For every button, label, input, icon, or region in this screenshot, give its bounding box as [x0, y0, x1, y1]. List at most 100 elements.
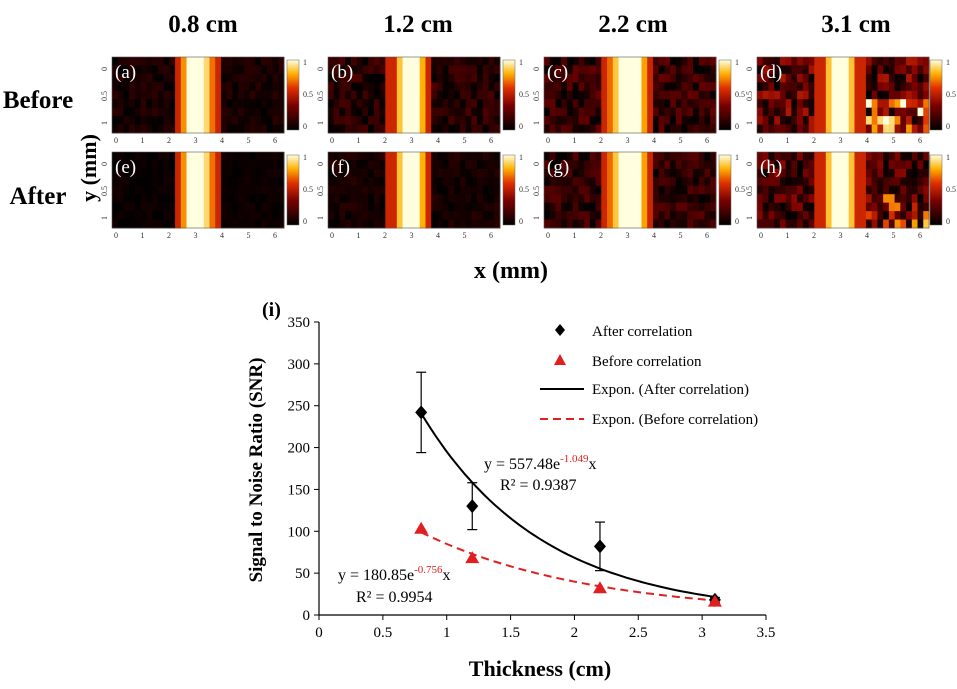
heatmap-cell [350, 124, 358, 134]
heatmap-cell [774, 116, 781, 125]
colorbar-tick-label: 1 [735, 153, 739, 162]
heatmap-cell [391, 65, 398, 75]
heatmap-cell [255, 168, 262, 178]
heatmap-cell [658, 185, 665, 195]
heatmap-cell [704, 65, 711, 75]
heatmap-cell [448, 152, 455, 161]
heatmap-cell [362, 160, 369, 170]
heatmap-cell [698, 160, 705, 170]
heatmap-cell [595, 185, 602, 195]
heatmap-cell [843, 211, 850, 220]
heatmap-cell [278, 107, 285, 117]
heatmap-cell [865, 107, 873, 117]
heatmap-cell [555, 90, 562, 100]
heatmap-cell [169, 194, 176, 204]
heatmap-cell [350, 65, 358, 75]
heatmap-cell [482, 160, 489, 170]
heatmap-cell [454, 82, 461, 92]
heatmap-cell [911, 65, 918, 75]
colorbar-tick-label: 0.5 [946, 90, 956, 99]
heatmap-cell [192, 177, 199, 187]
heatmap-cell [345, 73, 352, 83]
heatmap-cell [825, 116, 832, 125]
x-tick-label: 5 [463, 136, 467, 145]
heatmap-cell [385, 124, 392, 134]
heatmap-cell [482, 57, 489, 66]
heatmap-cell [854, 82, 861, 92]
heatmap-cell [652, 160, 660, 170]
heatmap-cell [226, 211, 233, 220]
heatmap-cell [232, 99, 239, 109]
heatmap-cell [140, 185, 147, 195]
heatmap-cell [572, 211, 579, 220]
heatmap-cell [169, 211, 176, 220]
colorbar [502, 154, 516, 226]
heatmap-cell [601, 99, 608, 109]
heatmap-cell [494, 177, 501, 187]
heatmap-cell [820, 124, 827, 134]
heatmap-cell [911, 185, 918, 195]
heatmap-cell [414, 116, 421, 125]
heatmap-cell [454, 194, 461, 204]
heatmap-cell [779, 194, 787, 204]
heatmap-cell [584, 124, 591, 134]
heatmap-cell [757, 65, 764, 75]
heatmap-cell [578, 99, 585, 109]
heatmap-cell [169, 219, 176, 229]
y-tick-label: 1 [532, 121, 541, 125]
heatmap-cell [601, 168, 608, 178]
heatmap-cell [477, 124, 484, 134]
heatmap-cell [402, 116, 409, 125]
heatmap-cell [494, 168, 501, 178]
heatmap-cell [385, 65, 392, 75]
heatmap-cell [710, 194, 717, 204]
heatmap-cell [704, 160, 711, 170]
heatmap-cell [465, 152, 472, 161]
heatmap-cell [589, 82, 596, 92]
heatmap-cell [698, 99, 705, 109]
heatmap-cell [180, 202, 187, 212]
heatmap-cell [465, 160, 472, 170]
heatmap-cell [601, 107, 608, 117]
heatmap-cell [362, 124, 369, 134]
heatmap-cell [785, 107, 792, 117]
heatmap-cell [900, 116, 907, 125]
heatmap-cell [198, 73, 205, 83]
heatmap-cell [762, 177, 769, 187]
heatmap-cell [333, 168, 340, 178]
heatmap-cell [670, 194, 677, 204]
x-tick-label: 1 [573, 231, 577, 240]
heatmap-cell [117, 124, 124, 134]
heatmap-cell [477, 219, 484, 229]
y-tick-label: 0.5 [532, 91, 541, 101]
heatmap-cell [203, 177, 210, 187]
heatmap-cell [601, 160, 608, 170]
heatmap-cell [442, 107, 449, 117]
heatmap-cell [192, 168, 199, 178]
heatmap-cell [906, 152, 913, 161]
heatmap-cell [681, 219, 688, 229]
y-tick-label: 1 [532, 216, 541, 220]
heatmap-cell [203, 99, 210, 109]
heatmap-cell [768, 211, 775, 220]
heatmap-cell [442, 202, 449, 212]
heatmap-cell [831, 107, 838, 117]
heatmap-cell [555, 124, 562, 134]
heatmap-cell [825, 82, 832, 92]
heatmap-cell [220, 177, 228, 187]
heatmap-cell [442, 90, 449, 100]
heatmap-cell [243, 116, 250, 125]
heatmap-cell [373, 152, 380, 161]
heatmap-cell [186, 116, 193, 125]
heatmap-cell [402, 152, 409, 161]
heatmap-cell [797, 82, 804, 92]
heatmap-cell [123, 82, 130, 92]
heatmap-panel: (g)00.510 1 2 3 4 5 610.50 [532, 151, 745, 240]
heatmap-cell [431, 202, 438, 212]
data-point-after [415, 405, 428, 420]
heatmap-cell [814, 202, 821, 212]
heatmap-cell [561, 57, 568, 66]
heatmap-cell [883, 99, 890, 109]
heatmap-cell [791, 194, 798, 204]
heatmap-cell [831, 65, 838, 75]
